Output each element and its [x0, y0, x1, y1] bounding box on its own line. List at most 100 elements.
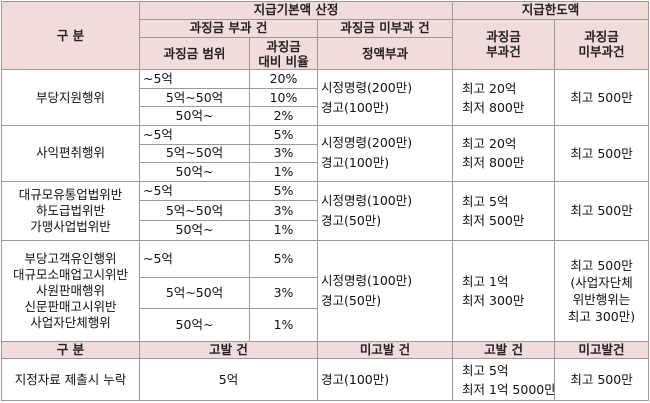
limit-line: 최고 1억 [462, 273, 509, 289]
ratio-cell: 1% [249, 162, 318, 182]
category-name: 가맹사업법위반 [30, 218, 111, 234]
header-limit-taxed-line: 과징금 [486, 29, 521, 45]
category-cell: 사익편취행위 [1, 124, 140, 182]
limit-line: 최고 5억 [462, 362, 509, 378]
header-limit-untaxed-line: 미부과건 [578, 44, 625, 60]
limit-line: 최저 300만 [462, 292, 525, 308]
fixed-amount-line: 경고(50만) [321, 212, 382, 228]
fixed-amount-cell: 시정명령(100만) 경고(50만) [316, 239, 454, 342]
limit-line: 최고 500만 [570, 90, 633, 106]
table-row: 부당고객유인행위 대규모소매업고시위반 사원판매행위 신문판매고시위반 사업자단… [1, 239, 650, 342]
ratio-cell: 2% [249, 106, 318, 126]
header-base-amount: 지급기본액 산정 [138, 1, 454, 20]
limit-untaxed-cell: 최고 500만 [554, 69, 650, 126]
category-name: 신문판매고시위반 [24, 298, 117, 314]
bottom-category-cell: 지정자료 제출시 누락 [1, 358, 140, 401]
limit-line: 최고 5억 [462, 193, 509, 209]
limit-taxed-cell: 최고 20억 최저 800만 [452, 124, 556, 182]
category-name: 사업자단체행위 [30, 314, 111, 330]
header-penalty-ratio: 과징금 대비 비율 [249, 37, 318, 71]
limit-line: 최저 800만 [462, 155, 525, 171]
header-taxed-case: 과징금 부과 건 [139, 18, 318, 39]
limit-line: 최저 500만 [462, 212, 525, 228]
limit-line: 최저 800만 [462, 99, 525, 115]
category-name: 대규모유통업법위반 [18, 186, 123, 202]
limit-untaxed-cell: 최고 500만 [554, 180, 650, 241]
range-cell: ~5억 [139, 69, 250, 89]
table-row: 5억~50억 3% [2, 276, 649, 309]
fixed-amount-cell: 시정명령(200만) 경고(100만) [316, 124, 454, 182]
ratio-cell: 5% [249, 124, 318, 145]
fixed-amount-line: 시정명령(100만) [321, 192, 413, 208]
table-row: 50억~ 1% [2, 307, 649, 342]
category-name: 사원판매행위 [35, 282, 105, 298]
header-untaxed-case: 과징금 미부과 건 [316, 18, 454, 39]
table-row: 5억~50억 3% [2, 200, 649, 221]
header-limit-taxed-line: 부과건 [486, 44, 521, 60]
table-row: 대규모유통업법위반 하도급법위반 가맹사업법위반 ~5억 5% 시정명령(100… [1, 180, 650, 241]
ratio-cell: 3% [249, 200, 318, 221]
category-name: 부당지원행위 [35, 89, 105, 105]
header-penalty-ratio-line: 대비 비율 [258, 53, 309, 69]
fixed-amount-line: 시정명령(200만) [321, 135, 413, 151]
ratio-cell: 5% [249, 239, 318, 278]
bottom-header-unaccused: 미고발 건 [316, 340, 454, 360]
header-limit-untaxed: 과징금 미부과건 [554, 18, 650, 71]
bottom-accused-cell: 5억 [139, 358, 318, 401]
fixed-amount-cell: 시정명령(200만) 경고(100만) [316, 69, 454, 126]
table-row: 부당지원행위 ~5억 20% 시정명령(200만) 경고(100만) 최고 20… [1, 69, 650, 126]
fixed-amount-line: 경고(100만) [321, 99, 390, 115]
category-cell: 부당지원행위 [1, 69, 140, 126]
bottom-header-unaccused-limit: 미고발건 [554, 340, 650, 360]
limit-taxed-cell: 최고 1억 최저 300만 [452, 239, 556, 342]
header-fixed-amount: 정액부과 [316, 37, 454, 71]
table-row: 지정자료 제출시 누락 5억 경고(100만) 최고 5억 최저 1억 5000… [1, 358, 650, 401]
range-cell: 50억~ [139, 307, 250, 342]
limit-taxed-cell: 최고 20억 최저 800만 [452, 69, 556, 126]
limit-line: 최고 20억 [462, 136, 517, 152]
header-penalty-ratio-line: 과징금 [266, 38, 301, 54]
ratio-cell: 20% [249, 69, 318, 89]
category-name: 사익편취행위 [35, 145, 105, 161]
header-penalty-range: 과징금 범위 [139, 37, 250, 71]
bottom-header-accused: 고발 건 [139, 340, 318, 360]
category-cell: 대규모유통업법위반 하도급법위반 가맹사업법위반 [1, 180, 140, 241]
limit-taxed-cell: 최고 5억 최저 500만 [452, 180, 556, 241]
range-cell: ~5억 [139, 239, 250, 278]
fixed-amount-line: 시정명령(100만) [321, 272, 413, 288]
bottom-accused-limit-cell: 최고 5억 최저 1억 5000만 [452, 358, 556, 401]
range-cell: 5억~50억 [139, 87, 250, 108]
ratio-cell: 3% [249, 143, 318, 164]
limit-untaxed-cell: 최고 500만 (사업자단체 위반행위는 최고 300만) [554, 239, 650, 342]
ratio-cell: 1% [249, 220, 318, 241]
category-name: 대규모소매업고시위반 [12, 266, 128, 282]
category-name: 부당고객유인행위 [24, 250, 117, 266]
fixed-amount-line: 경고(50만) [321, 292, 382, 308]
limit-untaxed-cell: 최고 500만 [554, 124, 650, 182]
limit-line: 최고 500만 [570, 145, 633, 161]
ratio-cell: 5% [249, 180, 318, 202]
header-limit-taxed: 과징금 부과건 [452, 18, 556, 71]
fixed-amount-cell: 시정명령(100만) 경고(50만) [316, 180, 454, 241]
fixed-amount-line: 시정명령(200만) [321, 79, 413, 95]
bottom-header-accused-limit: 고발 건 [452, 340, 556, 360]
range-cell: 5억~50억 [139, 276, 250, 309]
limit-line: 최고 500만 [570, 257, 633, 273]
limit-line: (사업자단체 [570, 274, 633, 290]
bottom-header-category: 구 분 [1, 340, 140, 360]
category-name: 하도급법위반 [35, 202, 105, 218]
bottom-unaccused-limit-cell: 최고 500만 [554, 358, 650, 401]
range-cell: 5억~50억 [139, 143, 250, 164]
table-row: 5억~50억 3% [2, 143, 649, 164]
table-row: 사익편취행위 ~5억 5% 시정명령(200만) 경고(100만) 최고 20억… [1, 124, 650, 182]
limit-line: 최고 300만) [567, 308, 636, 324]
limit-line: 최고 20억 [462, 80, 517, 96]
header-limit-untaxed-line: 과징금 [584, 29, 619, 45]
header-limit: 지급한도액 [452, 1, 650, 20]
limit-line: 위반행위는 [572, 291, 631, 307]
fixed-amount-line: 경고(100만) [321, 155, 390, 171]
limit-line: 최고 500만 [570, 203, 633, 219]
ratio-cell: 1% [249, 307, 318, 342]
